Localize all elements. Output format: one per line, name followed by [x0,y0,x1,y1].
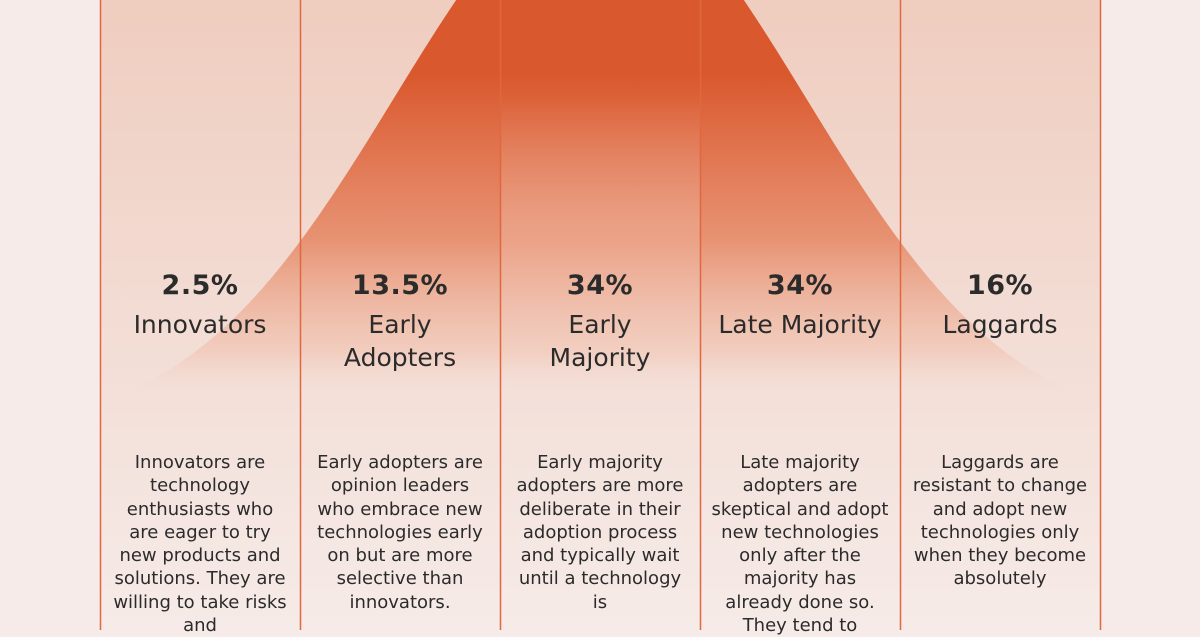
segment-label: Innovators [133,310,267,340]
center-column-highlight [500,95,700,415]
segment-description: Early adopters are opinion leaders who e… [300,451,500,614]
segment-percent: 34% [766,270,834,301]
segment-label: Late Majority [718,310,882,340]
segment-description: Innovators are technology enthusiasts wh… [100,451,300,637]
segment-header: 16% Laggards [900,270,1100,341]
segment-label: Early Majority [549,310,651,373]
segment-label: Early Adopters [343,310,457,373]
segment-header: 34% Late Majority [700,270,900,341]
segment-description-text: Late majority adopters are skeptical and… [711,452,889,637]
segment-percent: 34% [566,270,634,301]
segment-header: 34% Early Majority [500,270,700,374]
segment-header: 2.5% Innovators [100,270,300,341]
segment-percent: 2.5% [161,270,239,301]
segment-header: 13.5% Early Adopters [300,270,500,374]
segment-description-text: Laggards are resistant to change and ado… [912,452,1088,590]
segment-percent: 13.5% [351,270,449,301]
segment-description: Early majority adopters are more deliber… [500,451,700,614]
segment-description: Late majority adopters are skeptical and… [700,451,900,637]
segment-description: Laggards are resistant to change and ado… [900,451,1100,591]
segment-description-text: Innovators are technology enthusiasts wh… [113,452,287,637]
segment-label: Laggards [942,310,1058,340]
segment-description-text: Early adopters are opinion leaders who e… [317,452,483,613]
segment-percent: 16% [966,270,1034,301]
segment-description-text: Early majority adopters are more deliber… [516,452,684,613]
